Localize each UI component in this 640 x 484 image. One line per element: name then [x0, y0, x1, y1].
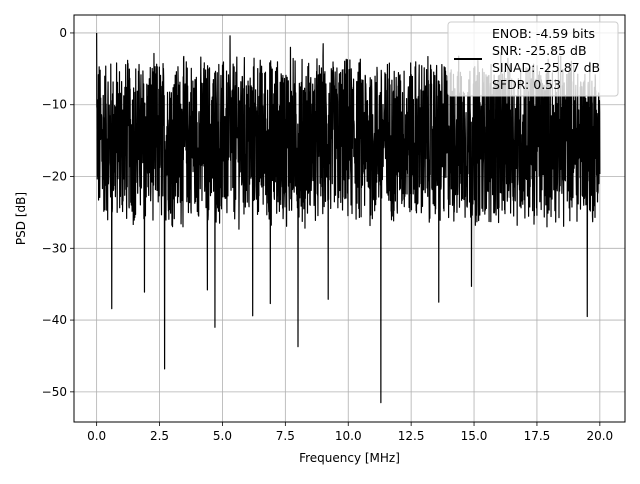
y-axis-ticks: 0 −10 −20 −30 −40 −50 — [42, 26, 74, 399]
x-tick-label: 17.5 — [524, 429, 551, 443]
legend-entry-sfdr: SFDR: 0.53 — [492, 77, 561, 92]
plot-frame — [73, 14, 626, 423]
x-tick-label: 5.0 — [213, 429, 232, 443]
x-tick-label: 2.5 — [150, 429, 169, 443]
x-axis-label: Frequency [MHz] — [299, 451, 400, 465]
legend-entry-snr: SNR: -25.85 dB — [492, 43, 587, 58]
y-tick-label: 0 — [59, 26, 67, 40]
x-tick-label: 10.0 — [335, 429, 362, 443]
x-tick-label: 15.0 — [461, 429, 488, 443]
y-axis-label: PSD [dB] — [14, 192, 28, 245]
legend-entry-sinad: SINAD: -25.87 dB — [492, 60, 600, 75]
y-tick-label: −40 — [42, 313, 67, 327]
x-tick-label: 12.5 — [398, 429, 425, 443]
y-tick-label: −20 — [42, 170, 67, 184]
y-tick-label: −10 — [42, 98, 67, 112]
x-axis-ticks: 0.0 2.5 5.0 7.5 10.0 12.5 15.0 17.5 20.0 — [87, 422, 613, 443]
y-tick-label: −50 — [42, 385, 67, 399]
x-tick-label: 7.5 — [276, 429, 295, 443]
x-tick-label: 0.0 — [87, 429, 106, 443]
legend-entry-enob: ENOB: -4.59 bits — [492, 26, 595, 41]
legend: ENOB: -4.59 bits SNR: -25.85 dB SINAD: -… — [447, 21, 619, 97]
psd-line — [96, 32, 601, 404]
y-tick-label: −30 — [42, 241, 67, 255]
psd-series — [96, 32, 601, 404]
legend-box — [447, 21, 619, 97]
x-tick-label: 20.0 — [586, 429, 613, 443]
